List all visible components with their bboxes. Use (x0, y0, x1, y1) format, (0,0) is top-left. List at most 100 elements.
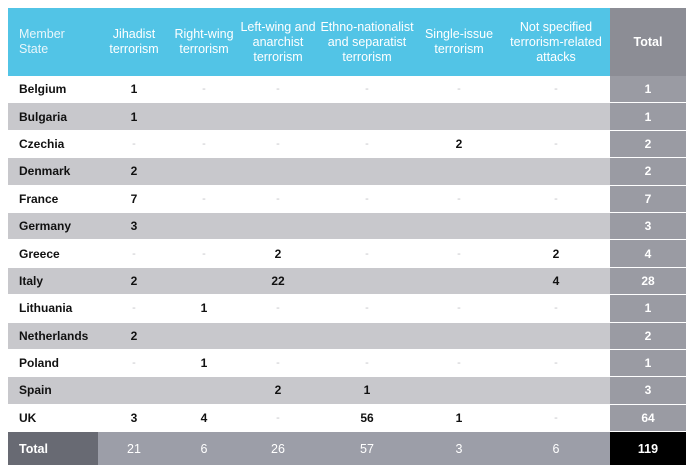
table-row: Spain 2 1 3 (8, 376, 686, 405)
row-total-cell: 4 (610, 239, 686, 268)
not-specified-cell: - (502, 404, 610, 433)
single-issue-cell: - (416, 239, 502, 268)
right-wing-cell: - (170, 239, 238, 268)
right-wing-cell (170, 267, 238, 296)
column-header-left-wing: Left-wing and anarchist terrorism (238, 8, 318, 76)
column-header-not-specified: Not specified terrorism-related attacks (502, 8, 610, 76)
not-specified-cell (502, 376, 610, 405)
right-wing-cell: 4 (170, 404, 238, 433)
jihadist-cell: - (98, 294, 170, 323)
column-header-jihadist: Jihadist terrorism (98, 8, 170, 76)
left-wing-cell (238, 212, 318, 241)
ethno-nationalist-cell: - (318, 185, 416, 213)
left-wing-cell: - (238, 130, 318, 159)
ethno-nationalist-cell (318, 267, 416, 296)
row-total-cell: 64 (610, 404, 686, 433)
row-total-cell: 1 (610, 294, 686, 323)
ethno-nationalist-cell (318, 102, 416, 131)
member-state-cell: Greece (8, 239, 98, 268)
total-single-issue: 3 (416, 431, 502, 465)
not-specified-cell: 2 (502, 239, 610, 268)
right-wing-cell (170, 212, 238, 241)
left-wing-cell (238, 322, 318, 350)
member-state-cell: Bulgaria (8, 102, 98, 131)
left-wing-cell: - (238, 404, 318, 433)
jihadist-cell: 1 (98, 76, 170, 104)
not-specified-cell: - (502, 349, 610, 378)
row-total-cell: 3 (610, 212, 686, 241)
left-wing-cell: 2 (238, 239, 318, 268)
member-state-cell: Netherlands (8, 322, 98, 350)
single-issue-cell: - (416, 185, 502, 213)
column-header-single-issue: Single-issue terrorism (416, 8, 502, 76)
single-issue-cell (416, 102, 502, 131)
not-specified-cell: - (502, 76, 610, 104)
table-row: Greece - -2- -2 4 (8, 239, 686, 268)
table-row: Belgium 1- - - - -1 (8, 76, 686, 104)
jihadist-cell: 2 (98, 322, 170, 350)
total-left-wing: 26 (238, 431, 318, 465)
single-issue-cell: - (416, 349, 502, 378)
member-state-cell: Lithuania (8, 294, 98, 323)
terrorism-attacks-table: Member State Jihadist terrorism Right-wi… (8, 8, 686, 465)
left-wing-cell: 2 (238, 376, 318, 405)
jihadist-cell: 1 (98, 102, 170, 131)
single-issue-cell: - (416, 76, 502, 104)
single-issue-cell (416, 267, 502, 296)
table-header: Member State Jihadist terrorism Right-wi… (8, 8, 686, 76)
row-total-cell: 1 (610, 102, 686, 131)
member-state-cell: Denmark (8, 157, 98, 186)
row-total-cell: 3 (610, 376, 686, 405)
row-total-cell: 2 (610, 157, 686, 186)
table-row: Germany 3 3 (8, 212, 686, 241)
table-row: France 7- - - - -7 (8, 185, 686, 213)
single-issue-cell: 1 (416, 404, 502, 433)
row-total-cell: 2 (610, 130, 686, 159)
right-wing-cell: - (170, 76, 238, 104)
right-wing-cell: 1 (170, 294, 238, 323)
jihadist-cell (98, 376, 170, 405)
table-row: Netherlands 2 2 (8, 322, 686, 350)
not-specified-cell: 4 (502, 267, 610, 296)
left-wing-cell (238, 157, 318, 186)
not-specified-cell: - (502, 130, 610, 159)
ethno-nationalist-cell: - (318, 130, 416, 159)
jihadist-cell: 2 (98, 267, 170, 296)
single-issue-cell (416, 376, 502, 405)
table-row: UK 3 4-56 1-64 (8, 404, 686, 433)
member-state-cell: France (8, 185, 98, 213)
column-header-right-wing: Right-wing terrorism (170, 8, 238, 76)
table-row: Lithuania -1- - - -1 (8, 294, 686, 323)
jihadist-cell: 3 (98, 404, 170, 433)
row-total-cell: 2 (610, 322, 686, 350)
ethno-nationalist-cell: - (318, 76, 416, 104)
single-issue-cell (416, 212, 502, 241)
left-wing-cell: 22 (238, 267, 318, 296)
table-row: Bulgaria 1 1 (8, 102, 686, 131)
right-wing-cell (170, 157, 238, 186)
single-issue-cell (416, 322, 502, 350)
member-state-cell: Belgium (8, 76, 98, 104)
row-total-cell: 1 (610, 349, 686, 378)
jihadist-cell: - (98, 130, 170, 159)
ethno-nationalist-cell: 56 (318, 404, 416, 433)
member-state-cell: UK (8, 404, 98, 433)
ethno-nationalist-cell (318, 212, 416, 241)
right-wing-cell: - (170, 185, 238, 213)
ethno-nationalist-cell (318, 157, 416, 186)
right-wing-cell: - (170, 130, 238, 159)
left-wing-cell: - (238, 294, 318, 323)
jihadist-cell: 3 (98, 212, 170, 241)
ethno-nationalist-cell: - (318, 239, 416, 268)
totals-label: Total (8, 431, 98, 465)
left-wing-cell: - (238, 185, 318, 213)
total-not-specified: 6 (502, 431, 610, 465)
row-total-cell: 1 (610, 76, 686, 104)
row-total-cell: 28 (610, 267, 686, 296)
total-ethno-nationalist: 57 (318, 431, 416, 465)
left-wing-cell: - (238, 349, 318, 378)
ethno-nationalist-cell: - (318, 294, 416, 323)
ethno-nationalist-cell: - (318, 349, 416, 378)
table-row: Poland -1- - - -1 (8, 349, 686, 378)
